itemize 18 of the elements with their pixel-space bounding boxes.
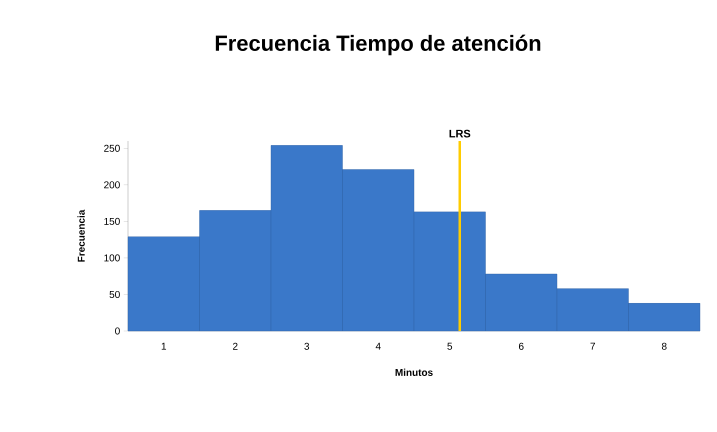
x-tick-label: 6: [518, 342, 524, 350]
x-tick-label: 8: [662, 342, 667, 350]
chart-title: Frecuencia Tiempo de atención: [216, 34, 540, 56]
x-tick-label: 1: [162, 342, 166, 350]
y-tick-label: 250: [104, 144, 120, 152]
y-tick-label: 50: [110, 290, 120, 298]
y-tick-label: 200: [104, 181, 120, 188]
x-tick-label: 4: [376, 342, 381, 350]
x-tick-label: 5: [447, 342, 452, 350]
y-axis-title: Frecuencia: [77, 210, 85, 262]
x-tick-label: 7: [590, 342, 596, 350]
y-tick-label: 100: [104, 254, 120, 262]
ref-line-label: LRS: [450, 130, 470, 138]
y-tick-label: 0: [115, 327, 120, 335]
y-tick-label: 150: [104, 218, 120, 225]
x-tick-label: 3: [304, 342, 310, 350]
x-axis-title: Minutos: [396, 368, 433, 376]
x-tick-label: 2: [232, 342, 238, 350]
